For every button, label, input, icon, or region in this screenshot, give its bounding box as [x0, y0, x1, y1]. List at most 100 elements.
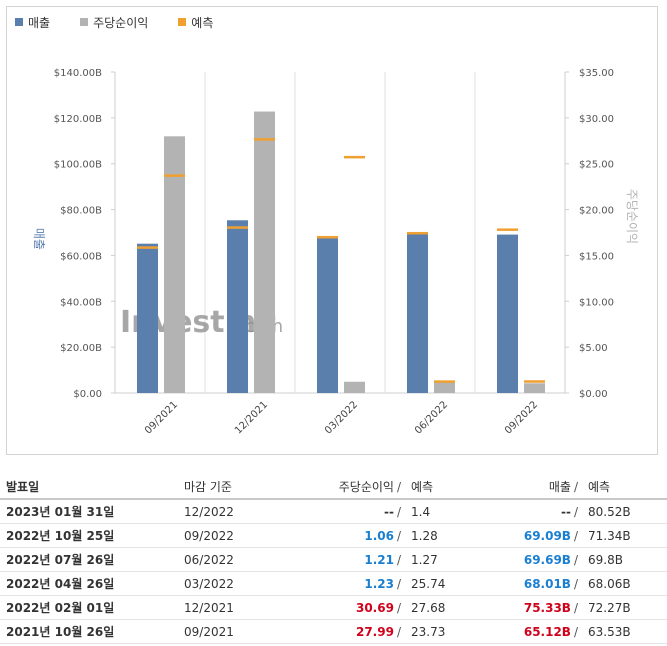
cell-date: 2022년 10월 25일 [6, 529, 115, 543]
cell-period: 06/2022 [184, 552, 234, 567]
right-tick-label: $35.00 [579, 68, 614, 79]
header-date[interactable]: 발표일 [6, 479, 40, 494]
x-tick-label: 06/2022 [413, 399, 450, 436]
cell-eps-forecast: 1.27 [411, 552, 438, 567]
eps-actual: -- [383, 504, 394, 519]
bar-eps [344, 381, 365, 393]
eps-separator: / [396, 624, 401, 639]
cell-eps: -- / [290, 505, 405, 519]
header-revenue-label: 매출 [548, 479, 571, 494]
revenue-separator: / [573, 600, 578, 615]
cell-eps-forecast: 25.74 [411, 576, 446, 591]
right-tick-label: $5.00 [579, 343, 608, 354]
cell-date: 2022년 04월 26일 [6, 577, 115, 591]
cell-eps: 1.21/ [290, 553, 405, 567]
eps-separator: / [396, 504, 401, 519]
legend-item-revenue[interactable]: 매출 [15, 14, 50, 31]
forecast-marker-revenue [497, 228, 518, 231]
left-tick-label: $0.00 [73, 389, 102, 400]
cell-revenue: 69.69B / [470, 553, 582, 567]
cell-eps-forecast: 23.73 [411, 624, 446, 639]
cell-eps: 1.06/ [290, 529, 405, 543]
legend-swatch-eps [80, 18, 89, 26]
header-period[interactable]: 마감 기준 [184, 479, 232, 494]
forecast-marker-eps [434, 380, 455, 383]
revenue-separator: / [573, 552, 578, 567]
legend-label-eps: 주당순이익 [93, 15, 149, 30]
forecast-marker-revenue [407, 231, 428, 235]
cell-period: 12/2021 [184, 600, 234, 615]
left-tick-label: $40.00B [60, 297, 102, 308]
revenue-separator: / [573, 504, 578, 519]
bar-revenue [137, 243, 158, 393]
x-tick-label: 09/2022 [503, 399, 540, 436]
bar-eps [524, 383, 545, 393]
cell-date: 2022년 02월 01일 [6, 601, 115, 615]
legend-item-eps[interactable]: 주당순이익 [80, 14, 148, 31]
forecast-marker-eps [344, 155, 365, 159]
eps-actual: 1.21 [364, 552, 394, 567]
forecast-marker-eps [524, 380, 545, 383]
table-row: 2022년 02월 01일 12/2021 30.69/27.68 75.33B/72… [0, 596, 667, 620]
forecast-marker-revenue [227, 226, 248, 229]
cell-period: 12/2022 [184, 504, 234, 519]
x-tick-label: 12/2021 [233, 399, 270, 436]
cell-rev-forecast: 71.34B [588, 528, 631, 543]
cell-eps-forecast: 1.4 [411, 504, 431, 519]
table-row: 2021년 10월 26일 09/2021 27.99/23.73 65.12B/63… [0, 620, 667, 644]
header-eps-sep: / [396, 479, 401, 494]
revenue-actual: 75.33B [523, 600, 571, 615]
legend-swatch-revenue [15, 18, 23, 26]
cell-eps-forecast: 1.28 [411, 528, 438, 543]
cell-revenue: 69.09B / [470, 529, 582, 543]
header-eps-label: 주당순이익 [338, 479, 394, 494]
cell-period: 03/2022 [184, 576, 234, 591]
bar-eps [434, 381, 455, 393]
header-rev-forecast[interactable]: 예측 [588, 479, 611, 494]
right-tick-label: $0.00 [579, 389, 608, 400]
right-tick-label: $30.00 [579, 114, 614, 125]
revenue-actual: -- [560, 504, 571, 519]
revenue-separator: / [573, 528, 578, 543]
legend-swatch-forecast [178, 18, 187, 26]
header-revenue[interactable]: 매출 / [470, 478, 582, 495]
chart-panel: 매출 주당순이익 예측 $0.00 $20.00B $40.00B $60.00B $8… [6, 6, 658, 455]
bar-eps [254, 111, 275, 393]
eps-actual: 27.99 [355, 624, 394, 639]
legend-label-forecast: 예측 [191, 15, 214, 30]
cell-period: 09/2021 [184, 624, 234, 639]
header-eps[interactable]: 주당순이익 / [290, 478, 405, 495]
revenue-separator: / [573, 624, 578, 639]
forecast-marker-revenue [137, 246, 158, 249]
revenue-actual: 68.01B [523, 576, 571, 591]
cell-rev-forecast: 72.27B [588, 600, 631, 615]
eps-actual: 1.06 [364, 528, 394, 543]
table-body: 2023년 01월 31일 12/2022 --/1.4 --/80.52B 2022년… [0, 500, 667, 644]
x-tick-label: 03/2022 [323, 399, 360, 436]
left-tick-label: $20.00B [60, 343, 102, 354]
revenue-actual: 69.09B [523, 528, 571, 543]
bar-revenue [497, 234, 518, 393]
bar-eps [164, 136, 185, 393]
header-revenue-sep: / [573, 479, 578, 494]
left-tick-label: $120.00B [54, 114, 102, 125]
legend-item-forecast[interactable]: 예측 [178, 14, 213, 31]
cell-rev-forecast: 69.8B [588, 552, 623, 567]
left-tick-label: $60.00B [60, 251, 102, 262]
cell-date: 2021년 10월 26일 [6, 625, 115, 639]
revenue-actual: 65.12B [523, 624, 571, 639]
table-row: 2023년 01월 31일 12/2022 --/1.4 --/80.52B [0, 500, 667, 524]
revenue-separator: / [573, 576, 578, 591]
cell-rev-forecast: 63.53B [588, 624, 631, 639]
eps-separator: / [396, 552, 401, 567]
header-eps-forecast[interactable]: 예측 [411, 479, 434, 494]
table-row: 2022년 07월 26일 06/2022 1.21/1.27 69.69B/69.8… [0, 548, 667, 572]
cell-revenue: 65.12B / [470, 625, 582, 639]
left-tick-label: $100.00B [54, 160, 102, 171]
bar-revenue [407, 233, 428, 393]
right-tick-label: $20.00 [579, 206, 614, 217]
cell-revenue: 68.01B / [470, 577, 582, 591]
bar-revenue [227, 220, 248, 393]
x-tick-label: 09/2021 [143, 399, 180, 436]
legend-label-revenue: 매출 [28, 15, 51, 30]
